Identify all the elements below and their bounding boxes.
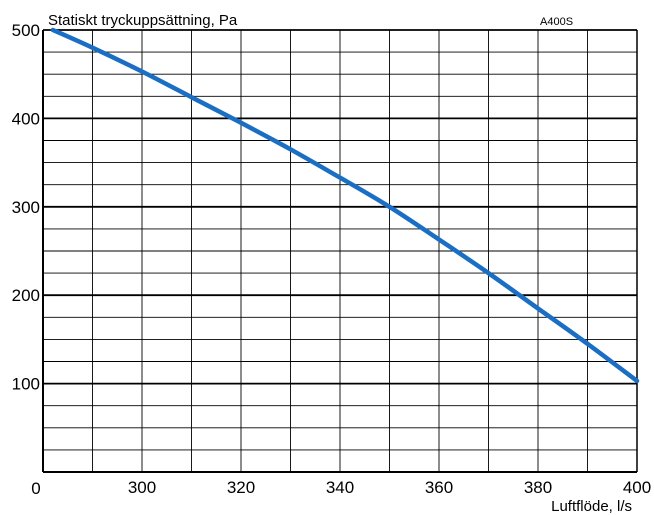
y-tick-label: 500 (12, 21, 40, 40)
grid (43, 29, 637, 472)
x-tick-label: 380 (524, 478, 552, 497)
model-annotation: A400S (540, 16, 573, 28)
y-tick-label: 400 (12, 109, 40, 128)
x-origin-label: 0 (31, 479, 40, 498)
y-tick-label: 200 (12, 286, 40, 305)
y-tick-label: 100 (12, 375, 40, 394)
x-tick-label: 360 (425, 478, 453, 497)
x-tick-label: 320 (227, 478, 255, 497)
x-axis-label: Luftflöde, l/s (551, 498, 632, 515)
x-tick-label: 400 (623, 478, 651, 497)
series-layer (50, 27, 640, 384)
x-tick-label: 300 (128, 478, 156, 497)
axes: 100 200 300 400 500 300 320 340 360 380 400 (12, 21, 652, 497)
labels-layer: Statiskt tryckuppsättning, Pa A400S Luft… (31, 12, 632, 515)
y-tick-label: 300 (12, 198, 40, 217)
x-tick-label: 340 (326, 478, 354, 497)
series-line (50, 27, 640, 384)
y-axis-label: Statiskt tryckuppsättning, Pa (48, 12, 238, 29)
